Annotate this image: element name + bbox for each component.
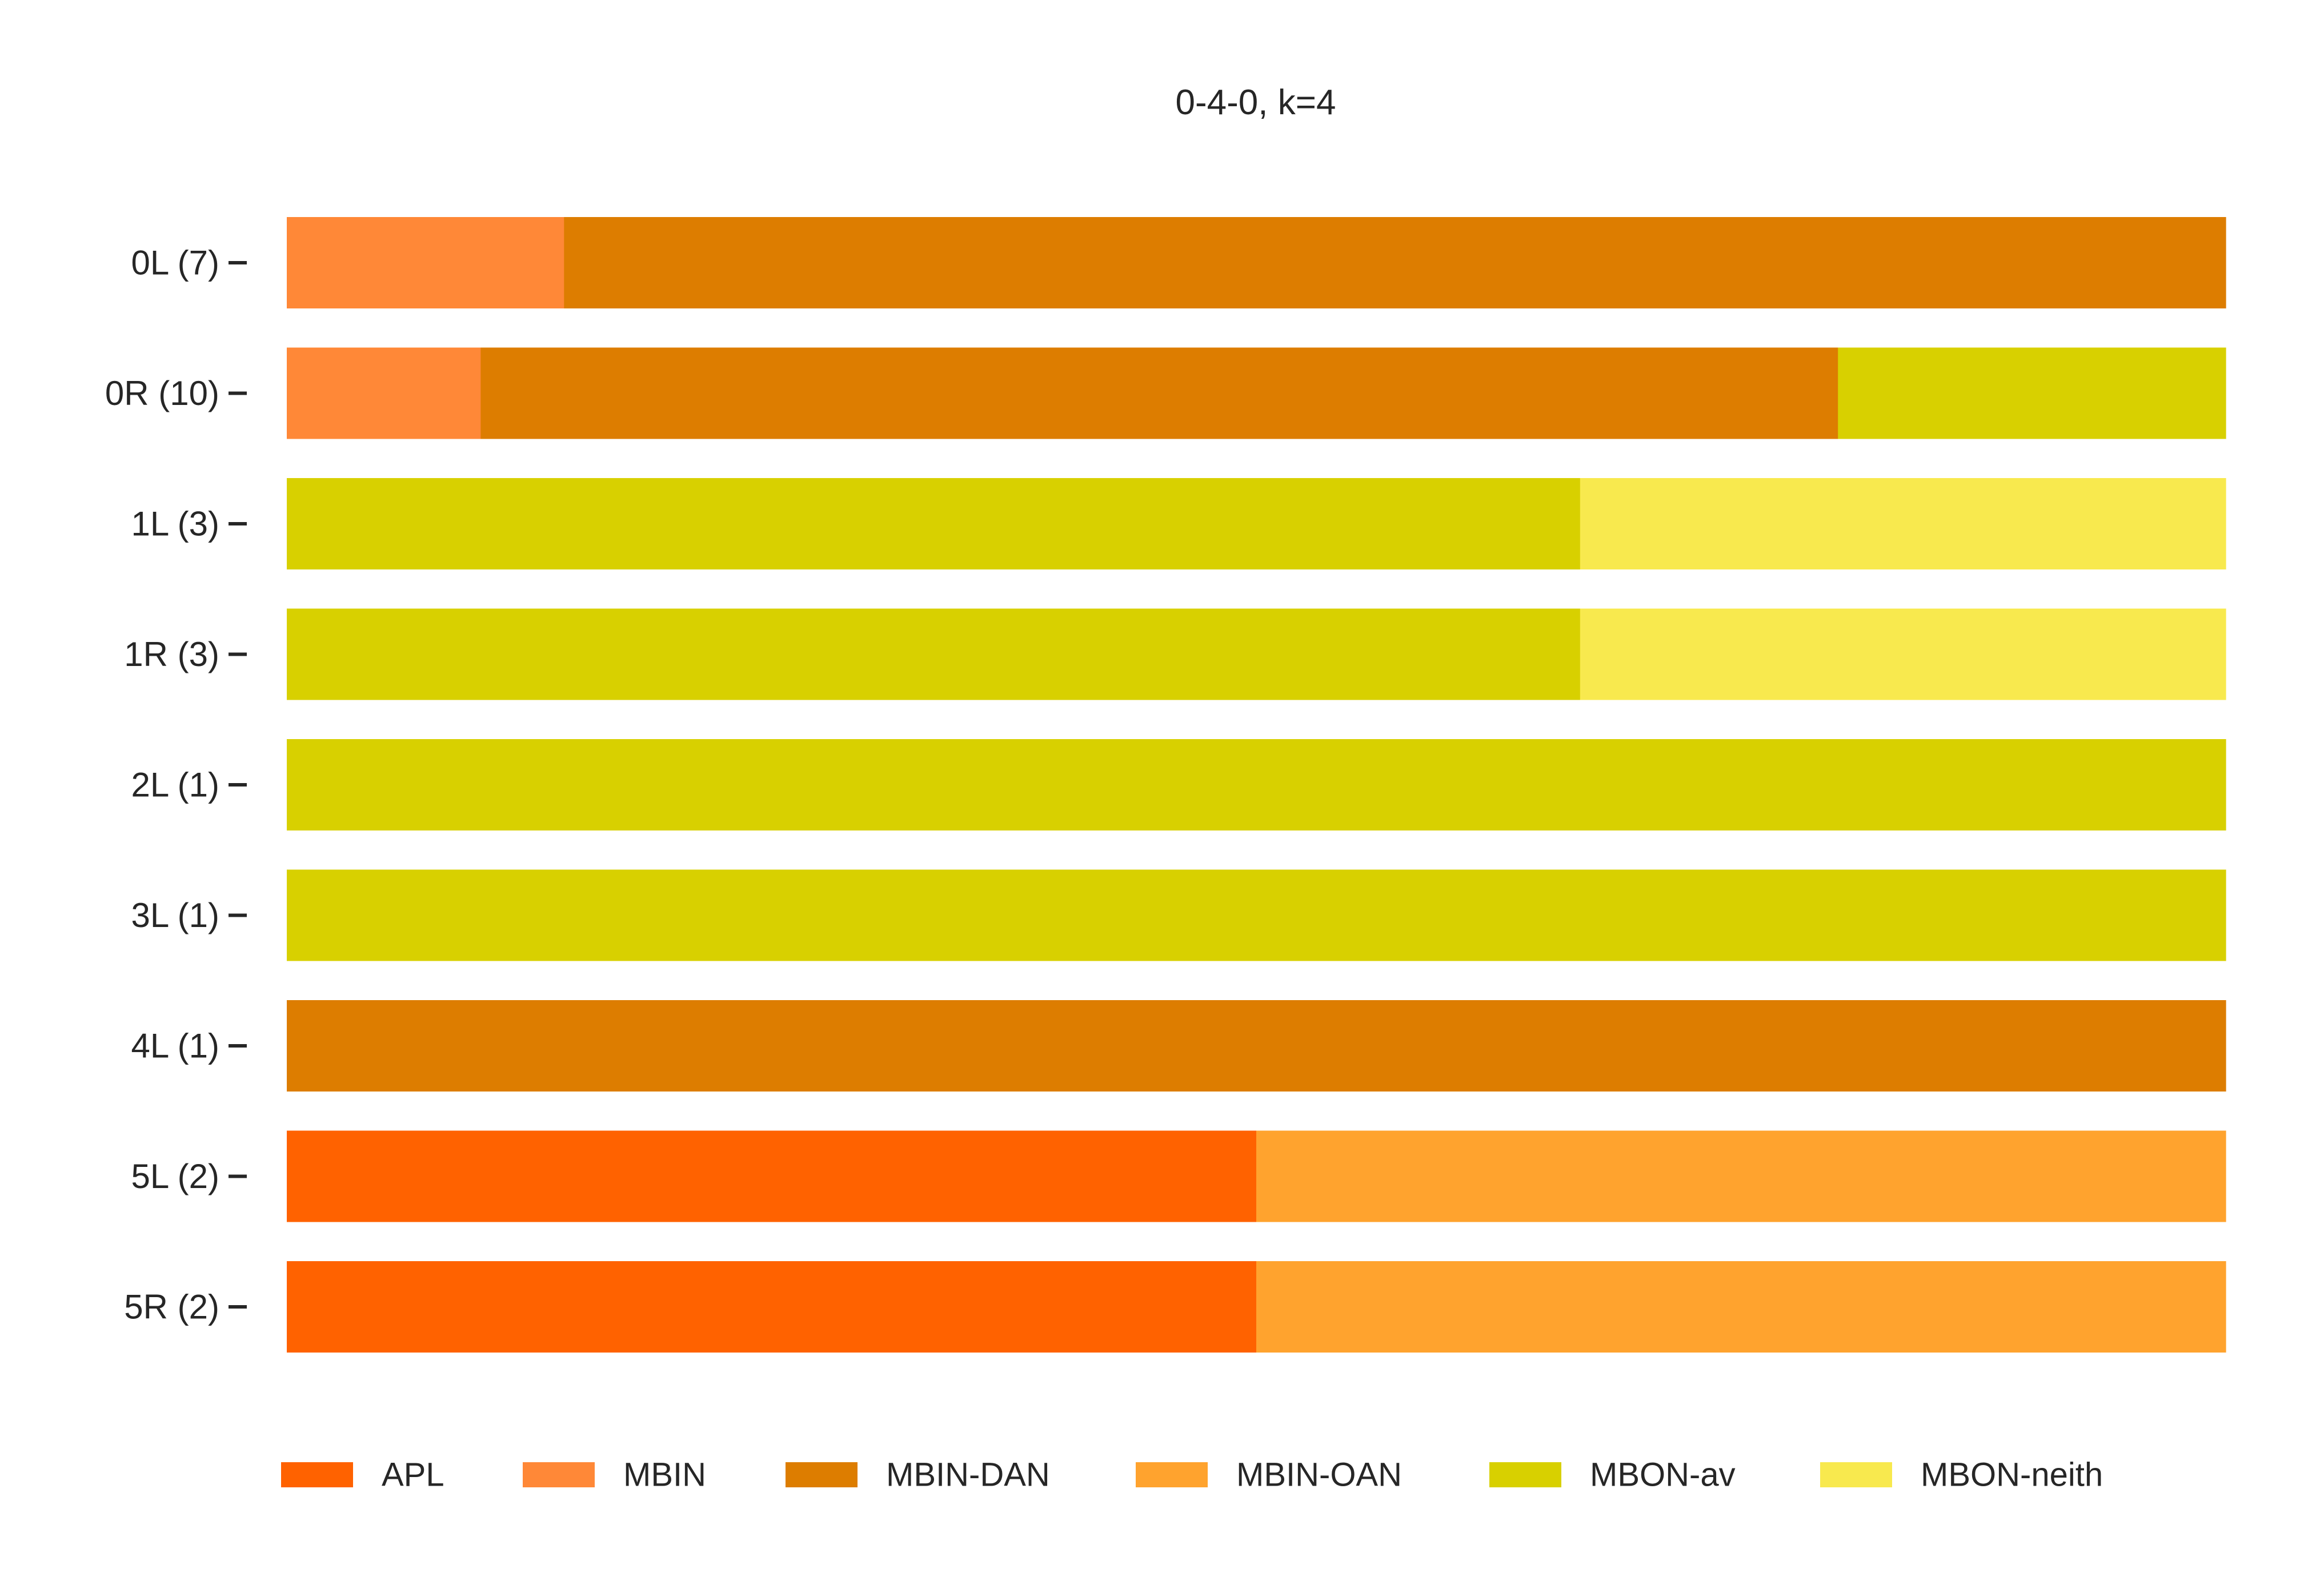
legend-label: MBON-av <box>1590 1456 1736 1494</box>
legend-swatch <box>1489 1462 1561 1487</box>
y-axis-ticks: 0L (7) 0R (10) 1L (3) 1R (3) 2L (1) 3L (1) 4L … <box>105 244 247 1326</box>
bar-segment-0l-7-mbin-dan <box>564 217 2226 308</box>
legend-swatch <box>281 1462 353 1487</box>
legend-item-mbon-neith: MBON-neith <box>1820 1456 2103 1494</box>
legend-item-mbin-oan: MBIN-OAN <box>1136 1456 1402 1494</box>
bars-group <box>287 217 2226 1353</box>
legend-label: MBIN <box>623 1456 706 1494</box>
legend-swatch <box>1820 1462 1892 1487</box>
legend-item-mbin: MBIN <box>523 1456 706 1494</box>
y-tick-label: 0L (7) <box>131 244 219 282</box>
legend-swatch <box>1136 1462 1208 1487</box>
legend-label: MBIN-DAN <box>886 1456 1050 1494</box>
bar-segment-1r-3-mbon-av <box>287 608 1581 700</box>
legend-item-mbon-av: MBON-av <box>1489 1456 1736 1494</box>
y-tick-label: 3L (1) <box>131 896 219 934</box>
bar-segment-1r-3-mbon-neith <box>1580 608 2226 700</box>
bar-segment-1l-3-mbon-neith <box>1580 478 2226 569</box>
bar-segment-5r-2-mbin-oan <box>1256 1261 2226 1353</box>
legend-swatch <box>786 1462 858 1487</box>
legend-label: MBIN-OAN <box>1236 1456 1402 1494</box>
bar-segment-0r-10-mbin <box>287 347 481 439</box>
bar-segment-1l-3-mbon-av <box>287 478 1581 569</box>
bar-segment-3l-1-mbon-av <box>287 869 2226 961</box>
legend-item-mbin-dan: MBIN-DAN <box>786 1456 1050 1494</box>
y-tick-label: 2L (1) <box>131 766 219 804</box>
y-tick-label: 1L (3) <box>131 505 219 543</box>
y-tick-label: 5L (2) <box>131 1157 219 1195</box>
legend-item-apl: APL <box>281 1456 444 1494</box>
y-tick-label: 5R (2) <box>124 1288 219 1326</box>
bar-segment-5r-2-apl <box>287 1261 1257 1353</box>
legend-swatch <box>523 1462 595 1487</box>
legend-label: MBON-neith <box>1921 1456 2103 1494</box>
y-tick-label: 1R (3) <box>124 635 219 673</box>
bar-segment-0r-10-mbon-av <box>1838 347 2226 439</box>
bar-segment-4l-1-mbin-dan <box>287 1000 2226 1092</box>
legend: APL MBIN MBIN-DAN MBIN-OAN MBON-av MBON-neith <box>281 1456 2103 1494</box>
bar-segment-0r-10-mbin-dan <box>480 347 1838 439</box>
bar-segment-2l-1-mbon-av <box>287 739 2226 830</box>
bar-segment-5l-2-mbin-oan <box>1256 1130 2226 1222</box>
bar-segment-0l-7-mbin <box>287 217 564 308</box>
chart-title: 0-4-0, k=4 <box>1176 83 1336 122</box>
y-tick-label: 0R (10) <box>105 374 219 412</box>
bar-segment-5l-2-apl <box>287 1130 1257 1222</box>
y-tick-label: 4L (1) <box>131 1027 219 1065</box>
legend-label: APL <box>382 1456 444 1494</box>
